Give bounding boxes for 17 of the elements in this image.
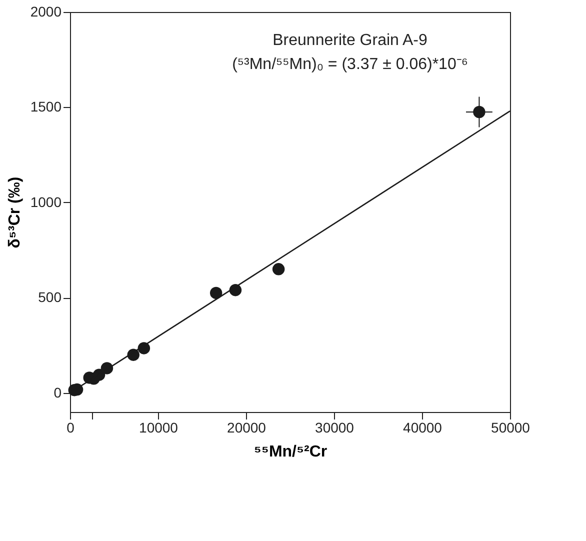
x-tick-label: 0 [66, 420, 75, 436]
annotation: (⁵³Mn/⁵⁵Mn)₀ = (3.37 ± 0.06)*10⁻⁶ [232, 56, 468, 73]
x-tick-label: 10000 [139, 420, 178, 436]
annotation: Breunnerite Grain A-9 [272, 32, 428, 49]
y-tick-label: 2000 [30, 4, 62, 20]
x-tick-label: 30000 [315, 420, 354, 436]
point [272, 263, 285, 276]
x-tick-label: 20000 [227, 420, 266, 436]
y-tick-label: 0 [54, 384, 62, 400]
point [210, 286, 222, 300]
x-tick-label: 50000 [491, 420, 530, 436]
x-tick-label: 40000 [403, 420, 442, 436]
x-axis-title: ⁵⁵Mn/⁵²Cr [254, 444, 328, 460]
y-axis-title: δ⁵³Cr (‰) [6, 176, 24, 248]
y-tick-label: 1000 [30, 194, 62, 210]
y-tick-label: 500 [38, 289, 62, 306]
y-tick-label: 1500 [30, 98, 62, 115]
